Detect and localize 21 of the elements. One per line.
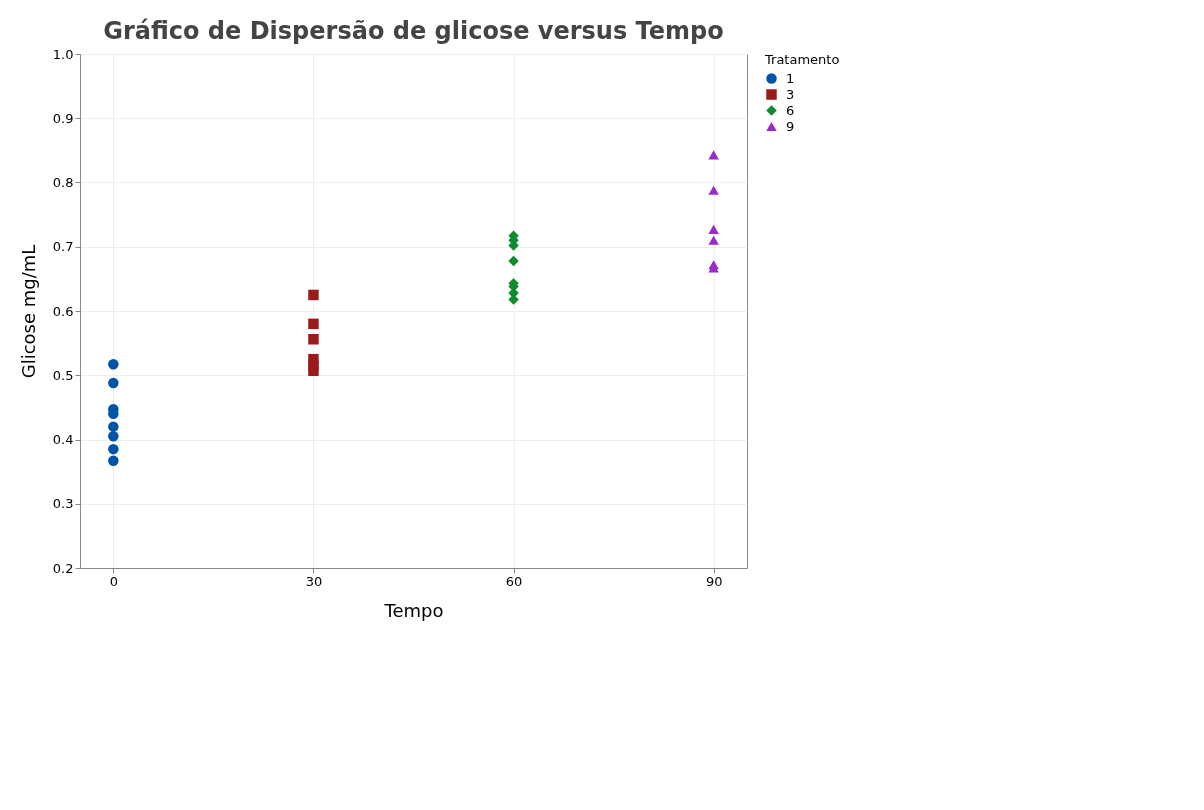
y-tick-label: 0.7 bbox=[52, 239, 74, 255]
y-axis-title: Glicose mg/mL bbox=[17, 244, 39, 379]
y-tick-label: 0.2 bbox=[52, 560, 74, 576]
x-tick-label: 90 bbox=[705, 573, 723, 589]
x-tick-label: 0 bbox=[109, 573, 118, 589]
y-tick-label: 0.3 bbox=[52, 496, 74, 512]
y-tick-label: 0.6 bbox=[52, 303, 74, 319]
legend-label: 3 bbox=[786, 86, 795, 102]
y-tick-label: 0.4 bbox=[52, 432, 74, 447]
legend-title: Tratamento bbox=[764, 52, 840, 67]
x-axis-title: Tempo bbox=[383, 599, 444, 621]
y-tick-label: 1.0 bbox=[52, 46, 74, 62]
legend-label: 1 bbox=[786, 70, 795, 86]
y-tick-label: 0.8 bbox=[52, 175, 74, 190]
y-tick-label: 0.9 bbox=[52, 110, 74, 126]
legend-label: 9 bbox=[786, 118, 795, 134]
y-tick-label: 0.5 bbox=[52, 367, 74, 383]
x-tick-label: 60 bbox=[505, 573, 523, 589]
chart-title: Gráfico de Dispersão de glicose versus Tempo bbox=[103, 17, 724, 45]
x-tick-label: 30 bbox=[305, 573, 323, 589]
legend-label: 6 bbox=[786, 102, 795, 118]
